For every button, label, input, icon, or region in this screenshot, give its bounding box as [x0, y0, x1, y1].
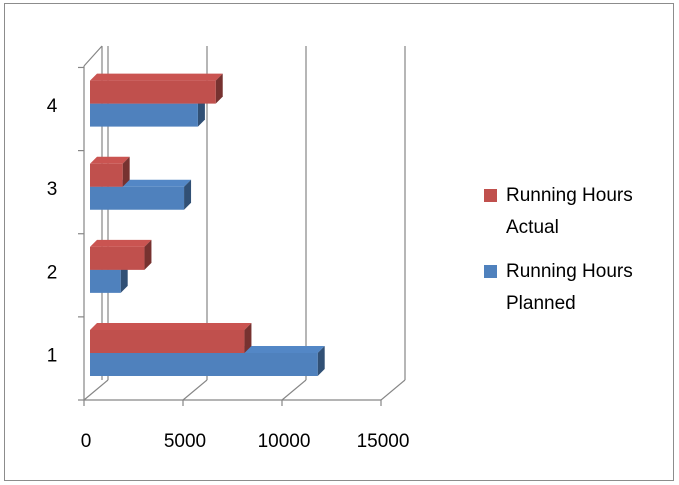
- bar-side-planned-1: [317, 346, 325, 376]
- bar-side-actual-4: [215, 73, 223, 104]
- bar-actual-4: [90, 80, 216, 104]
- bar-planned-1: [90, 353, 318, 376]
- bar-planned-3: [90, 186, 185, 210]
- legend-swatch-planned: [484, 265, 497, 278]
- bar-side-planned-3: [184, 179, 192, 210]
- gridline-floor-3: [380, 379, 406, 401]
- legend-label-actual: Running Hours Actual: [506, 185, 633, 238]
- legend-swatch-actual: [484, 189, 497, 202]
- category-label-2: 2: [47, 262, 58, 283]
- bar-top-actual-1: [90, 323, 252, 330]
- bar-actual-2: [90, 246, 145, 270]
- category-label-4: 4: [47, 96, 58, 117]
- value-label-5000: 5000: [164, 431, 206, 452]
- category-label-1: 1: [47, 345, 58, 366]
- legend-label-planned: Running Hours Planned: [506, 261, 633, 314]
- bar-planned-2: [90, 269, 121, 293]
- bar-side-planned-4: [197, 96, 205, 127]
- gridline-floor-2: [281, 379, 307, 401]
- gridline-floor-0: [83, 379, 109, 401]
- value-label-10000: 10000: [258, 431, 311, 452]
- bar-planned-4: [90, 103, 198, 127]
- bar-side-actual-1: [244, 323, 252, 353]
- bar-side-actual-3: [122, 156, 130, 187]
- legend-item-actual: Running Hours Actual: [484, 180, 674, 244]
- bar-actual-1: [90, 330, 245, 353]
- bar-top-actual-4: [90, 73, 223, 81]
- bar-actual-3: [90, 163, 123, 187]
- bar-side-planned-2: [120, 262, 128, 293]
- legend-item-planned: Running Hours Planned: [484, 256, 674, 320]
- back-wall-top-edge: [83, 45, 103, 67]
- bar-top-actual-2: [90, 239, 152, 247]
- value-label-0: 0: [81, 431, 92, 452]
- bar-side-actual-2: [144, 239, 152, 270]
- legend: Running Hours Actual Running Hours Plann…: [484, 180, 674, 332]
- bar-top-actual-3: [90, 156, 130, 164]
- category-label-3: 3: [47, 179, 58, 200]
- gridline-floor-1: [182, 379, 208, 401]
- value-label-15000: 15000: [357, 431, 410, 452]
